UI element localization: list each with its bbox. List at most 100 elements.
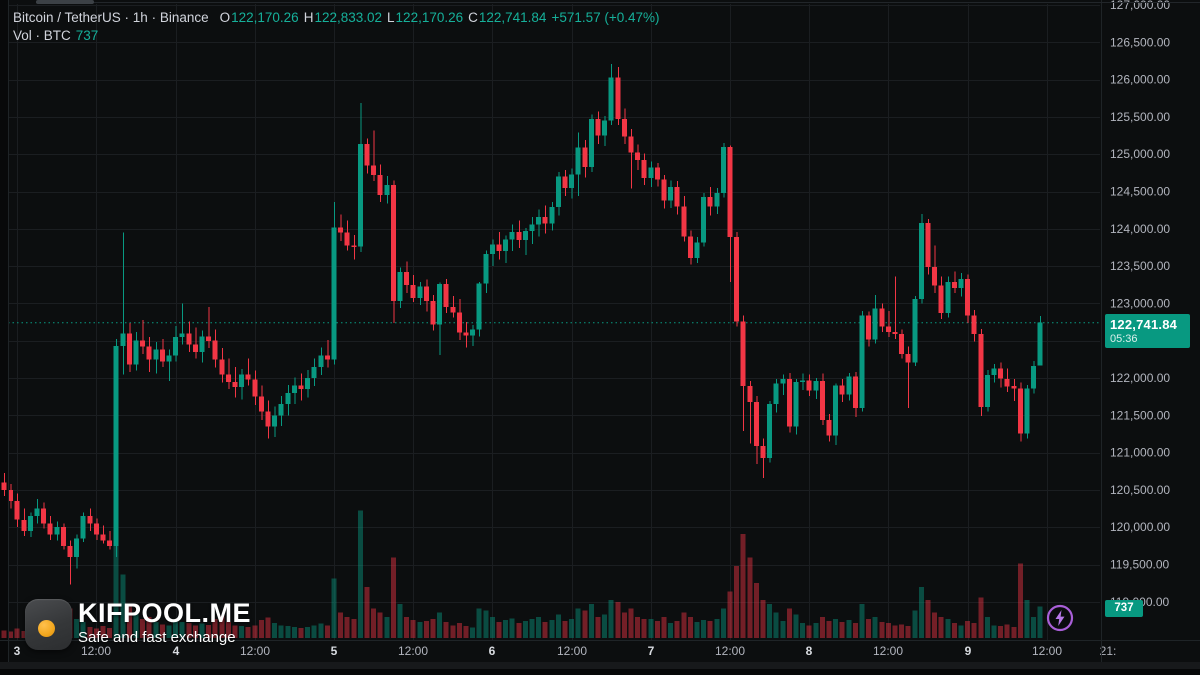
- brand-icon: [25, 599, 72, 650]
- price-axis-label: 123,000.00: [1110, 296, 1170, 310]
- candle-body: [582, 147, 588, 167]
- candle-body: [126, 333, 132, 365]
- candle-body: [74, 538, 80, 557]
- candle-body: [1017, 388, 1023, 434]
- candle-body: [450, 307, 456, 313]
- candle-body: [199, 336, 205, 352]
- candle-body: [324, 355, 330, 360]
- widget-bottom-gap: [0, 669, 1200, 675]
- candle-body: [516, 231, 522, 240]
- open-value: O 122,170.26: [219, 10, 299, 25]
- candle-body: [707, 196, 713, 207]
- candle-body: [21, 519, 27, 531]
- widget-drag-handle[interactable]: [36, 0, 94, 4]
- time-axis-label: 5: [331, 644, 338, 658]
- candle-body: [615, 77, 621, 120]
- candle-body: [1004, 378, 1010, 387]
- candle-body: [674, 187, 680, 207]
- candle-body: [912, 299, 918, 363]
- candle-body: [298, 385, 304, 390]
- candle-body: [905, 354, 911, 363]
- candle-body: [272, 415, 278, 427]
- candle-body: [371, 165, 377, 176]
- candle-body: [621, 119, 627, 137]
- candle-body: [872, 308, 878, 340]
- candle-body: [892, 331, 898, 334]
- lightning-bolt-icon: [1046, 604, 1074, 632]
- candle-body: [714, 193, 720, 207]
- volume-label[interactable]: Vol · BTC: [13, 28, 71, 43]
- candle-body: [265, 411, 271, 427]
- grid-layer: [8, 4, 1100, 640]
- candle-body: [60, 527, 66, 546]
- candle-body: [318, 355, 324, 367]
- candle-body: [740, 321, 746, 387]
- price-axis-label: 123,500.00: [1110, 259, 1170, 273]
- candle-body: [87, 516, 93, 524]
- time-axis[interactable]: [0, 641, 1100, 662]
- widget-top-border: [36, 2, 1200, 3]
- candle-body: [569, 174, 575, 188]
- candle-body: [588, 119, 594, 167]
- price-axis-separator: [1101, 0, 1102, 662]
- time-axis-labels: 3 12:00 4 12:00 5 12:00 6 12:00 7 12:00 8 12:00 9 12:…: [14, 644, 1117, 658]
- candle-body: [14, 501, 20, 520]
- price-axis-label: 119,500.00: [1110, 558, 1169, 572]
- candle-body: [852, 376, 858, 408]
- candle-body: [41, 508, 47, 524]
- candle-body: [602, 120, 608, 136]
- time-axis-label: 9: [965, 644, 972, 658]
- candle-body: [978, 334, 984, 408]
- candle-body: [140, 340, 146, 347]
- candle-body: [252, 379, 258, 397]
- time-axis-label: 21:: [1100, 644, 1117, 658]
- candle-body: [747, 386, 753, 402]
- candle-body: [918, 222, 924, 299]
- candle-body: [813, 381, 819, 391]
- candle-body: [767, 404, 773, 458]
- candle-body: [423, 286, 429, 302]
- candle-body: [529, 224, 535, 232]
- candle-body: [701, 196, 707, 243]
- time-axis-label: 4: [173, 644, 180, 658]
- time-axis-label: 12:00: [873, 644, 903, 658]
- candle-body: [839, 385, 845, 395]
- candle-body: [971, 315, 977, 334]
- candle-body: [793, 381, 799, 427]
- candle-body: [661, 179, 667, 201]
- candle-body: [489, 244, 495, 255]
- brand-tagline: Safe and fast exchange: [78, 629, 236, 646]
- candle-body: [206, 336, 212, 341]
- candle-body: [113, 346, 119, 546]
- candle-body: [232, 381, 238, 387]
- candle-body: [859, 315, 865, 408]
- candle-body: [575, 147, 581, 175]
- price-axis-label: 121,500.00: [1110, 408, 1170, 422]
- price-axis-label: 127,000.00: [1110, 0, 1170, 12]
- candle-body: [159, 349, 165, 362]
- price-axis-label: 126,500.00: [1110, 35, 1170, 49]
- candle-body: [1031, 366, 1037, 389]
- candle-body: [509, 231, 515, 240]
- candle-body: [720, 146, 726, 194]
- instant-trade-button[interactable]: [1046, 604, 1074, 637]
- price-axis[interactable]: [1102, 0, 1200, 640]
- candle-body: [833, 385, 839, 436]
- candle-body: [522, 231, 528, 241]
- time-axis-label: 12:00: [398, 644, 428, 658]
- candle-body: [786, 378, 792, 427]
- candle-body: [417, 286, 423, 299]
- candle-body: [225, 374, 231, 382]
- candle-body: [437, 284, 443, 325]
- price-axis-label: 120,000.00: [1110, 520, 1170, 534]
- candle-body: [628, 136, 634, 153]
- candle-body: [780, 378, 786, 384]
- candle-body: [727, 146, 733, 238]
- symbol-title[interactable]: Bitcoin / TetherUS · 1h · Binance: [13, 10, 209, 25]
- legend-volume-row: Vol · BTC 737: [13, 27, 660, 45]
- candle-body: [734, 237, 740, 322]
- time-axis-label: 12:00: [240, 644, 270, 658]
- widget-bottom-edge: [0, 662, 1200, 669]
- candle-body: [219, 359, 225, 375]
